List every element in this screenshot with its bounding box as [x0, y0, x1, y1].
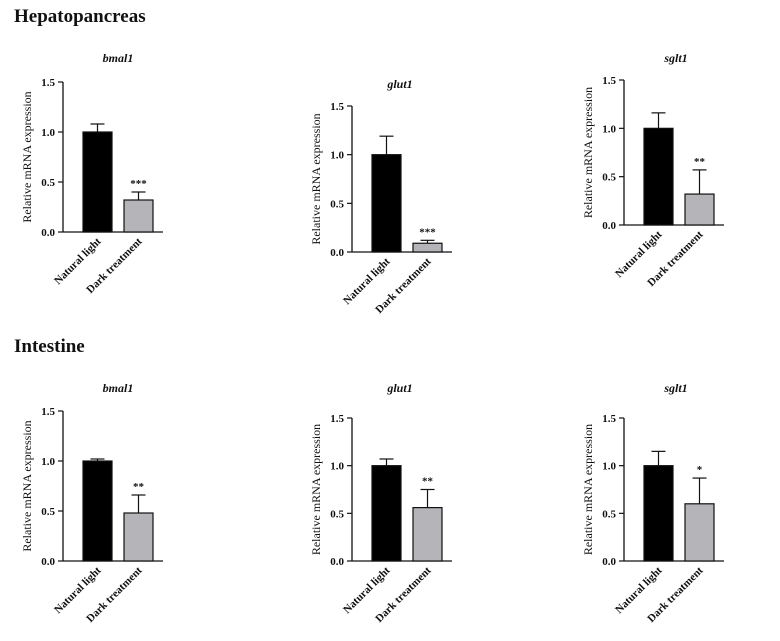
y-tick-label: 1.5 — [330, 413, 344, 425]
y-axis-label: Relative mRNA expression — [20, 91, 34, 222]
significance-marker: *** — [130, 178, 147, 190]
y-tick-label: 0.5 — [330, 198, 344, 210]
chart-title: glut1 — [386, 381, 412, 395]
y-tick-label: 1.0 — [602, 123, 616, 135]
y-tick-label: 0.5 — [41, 506, 55, 518]
y-tick-label: 1.0 — [41, 456, 55, 468]
y-tick-label: 0.0 — [602, 556, 616, 568]
y-axis-label: Relative mRNA expression — [581, 424, 595, 555]
chart-title: sglt1 — [663, 381, 687, 395]
significance-marker: *** — [419, 226, 436, 238]
bar-dark-treatment — [412, 242, 443, 253]
y-tick-label: 0.0 — [330, 247, 344, 259]
significance-marker: ** — [694, 156, 706, 168]
significance-marker: * — [697, 464, 703, 476]
y-tick-label: 0.0 — [41, 227, 55, 239]
bar-natural-light — [371, 465, 402, 562]
chart-panel-2: glut1 Relative mRNA expression 0.0 0.5 1.0 1.… — [309, 77, 452, 316]
significance-marker: ** — [422, 476, 434, 488]
y-tick-label: 1.5 — [602, 413, 616, 425]
section-title-hepatopancreas: Hepatopancreas — [14, 6, 146, 27]
y-tick-label: 1.0 — [602, 461, 616, 473]
bar-dark-treatment — [123, 512, 154, 562]
chart-panel-1: bmal1 Relative mRNA expression 0.0 0.5 1.0 1.… — [20, 51, 163, 296]
chart-panel-3: sglt1 Relative mRNA expression 0.0 0.5 1.0 1.… — [581, 51, 724, 289]
y-axis-label: Relative mRNA expression — [309, 113, 323, 244]
y-tick-label: 0.5 — [41, 177, 55, 189]
bar-natural-light — [82, 460, 113, 562]
bar-natural-light — [82, 131, 113, 233]
y-tick-label: 1.0 — [41, 127, 55, 139]
chart-panel-6: sglt1 Relative mRNA expression 0.0 0.5 1.0 1.… — [581, 381, 724, 625]
bar-natural-light — [643, 127, 674, 226]
bar-natural-light — [643, 465, 674, 562]
y-tick-label: 1.0 — [330, 461, 344, 473]
chart-title: sglt1 — [663, 51, 687, 65]
y-tick-label: 1.5 — [41, 77, 55, 89]
chart-title: bmal1 — [103, 381, 134, 395]
significance-marker: ** — [133, 481, 145, 493]
chart-panel-5: glut1 Relative mRNA expression 0.0 0.5 1.0 1.… — [309, 381, 452, 625]
chart-panel-4: bmal1 Relative mRNA expression 0.0 0.5 1.0 1.… — [20, 381, 163, 625]
bar-dark-treatment — [684, 193, 715, 226]
y-tick-label: 1.5 — [602, 75, 616, 87]
y-tick-label: 0.0 — [330, 556, 344, 568]
chart-title: glut1 — [386, 77, 412, 91]
y-tick-label: 0.5 — [330, 508, 344, 520]
y-axis-label: Relative mRNA expression — [309, 424, 323, 555]
y-axis-label: Relative mRNA expression — [20, 420, 34, 551]
y-tick-label: 0.5 — [602, 508, 616, 520]
bar-dark-treatment — [412, 507, 443, 562]
bar-natural-light — [371, 154, 402, 253]
y-tick-label: 0.5 — [602, 172, 616, 184]
y-tick-label: 1.5 — [330, 101, 344, 113]
y-tick-label: 0.0 — [602, 220, 616, 232]
bar-dark-treatment — [684, 503, 715, 562]
y-tick-label: 1.5 — [41, 406, 55, 418]
bar-dark-treatment — [123, 199, 154, 233]
section-title-intestine: Intestine — [14, 336, 85, 357]
y-tick-label: 0.0 — [41, 556, 55, 568]
y-tick-label: 1.0 — [330, 150, 344, 162]
chart-title: bmal1 — [103, 51, 134, 65]
y-axis-label: Relative mRNA expression — [581, 87, 595, 218]
